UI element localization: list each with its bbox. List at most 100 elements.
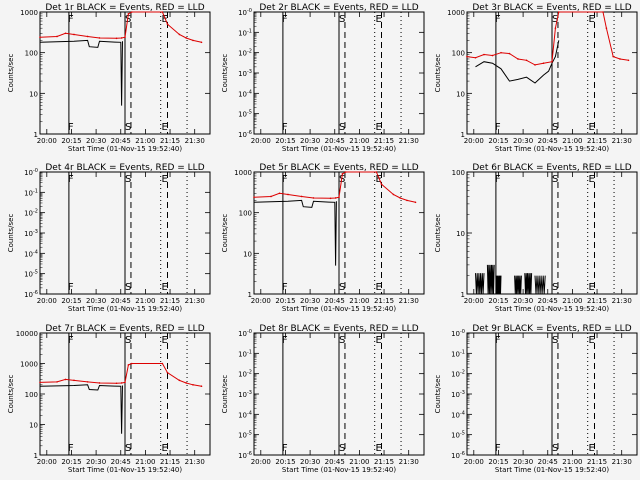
lld-point: [64, 378, 67, 381]
panel-det-6r: Det 6r BLACK = Events, RED = LLD 1 10 100 Co…: [434, 163, 638, 313]
x-tick-label: 21:15: [374, 458, 394, 466]
x-tick-label: 20:30: [86, 458, 106, 466]
y-tick-label: 10-0: [24, 168, 38, 177]
lld-point: [253, 196, 255, 199]
x-tick-label: 20:15: [275, 297, 295, 305]
y-tick-label: 1: [34, 452, 38, 460]
x-tick-label: 21:15: [587, 297, 607, 305]
marker-label-top: E: [589, 174, 595, 185]
events-burst: [475, 273, 485, 295]
marker-label-top: E: [376, 174, 382, 185]
marker-label-top: S: [552, 14, 558, 25]
lld-point: [120, 382, 123, 384]
x-tick-label: 20:00: [464, 137, 484, 145]
lld-point: [483, 53, 485, 56]
lld-point: [414, 201, 417, 204]
y-tick-label: 10-4: [24, 249, 38, 258]
marker-label-top: S: [339, 174, 345, 185]
x-tick-label: 21:30: [612, 458, 632, 466]
x-tick-label: 20:15: [275, 137, 295, 145]
marker-label-top: E: [589, 335, 595, 346]
marker-label-bottom: S: [339, 282, 345, 293]
events-series-line: [39, 39, 123, 106]
marker-label-top: F: [282, 14, 288, 25]
lld-point: [178, 379, 181, 382]
lld-point: [166, 23, 169, 26]
x-tick-label: 20:45: [538, 137, 558, 145]
lld-point: [115, 382, 118, 385]
y-tick-label: 100: [239, 210, 252, 218]
lld-point: [39, 36, 41, 39]
y-tick-label: 10-3: [24, 229, 38, 238]
lld-point: [500, 51, 502, 54]
x-axis-label: Start Time (01-Nov-15 19:52:40): [282, 305, 396, 313]
x-axis-label: Start Time (01-Nov-15 19:52:40): [68, 145, 182, 153]
lld-point: [124, 381, 126, 384]
x-tick-label: 20:45: [111, 297, 131, 305]
x-axis-label: Start Time (01-Nov-15 19:52:40): [495, 305, 609, 313]
marker-label-bottom: F: [282, 122, 288, 133]
lld-point: [627, 59, 630, 62]
x-tick-label: 20:00: [251, 137, 271, 145]
marker-label-bottom: S: [552, 443, 558, 454]
x-tick-label: 20:15: [488, 297, 508, 305]
y-tick-label: 10-6: [24, 290, 38, 299]
y-axis-label: Counts/sec: [7, 375, 15, 414]
marker-label-top: F: [282, 335, 288, 346]
marker-label-bottom: F: [282, 282, 288, 293]
marker-label-bottom: E: [376, 122, 382, 133]
marker-label-bottom: S: [552, 282, 558, 293]
marker-label-bottom: S: [339, 443, 345, 454]
marker-label-top: E: [376, 14, 382, 25]
y-tick-label: 10-5: [238, 110, 252, 119]
x-axis-label: Start Time (01-Nov-15 19:52:40): [495, 145, 609, 153]
lld-point: [120, 37, 123, 39]
panel-title: Det 2r BLACK = Events, RED = LLD: [259, 3, 418, 13]
y-tick-label: 10: [29, 90, 38, 98]
y-tick-label: 10-1: [451, 349, 465, 358]
events-series-line: [253, 199, 337, 266]
panel-title: Det 9r BLACK = Events, RED = LLD: [472, 324, 631, 334]
lld-point: [551, 60, 553, 63]
x-tick-label: 20:15: [61, 458, 81, 466]
panel-title: Det 8r BLACK = Events, RED = LLD: [259, 324, 418, 334]
lld-point: [161, 11, 164, 13]
marker-label-bottom: E: [376, 443, 382, 454]
marker-label-bottom: S: [552, 122, 558, 133]
lld-point: [312, 197, 315, 199]
x-tick-label: 20:45: [538, 297, 558, 305]
x-tick-label: 20:15: [488, 137, 508, 145]
marker-label-bottom: E: [162, 443, 168, 454]
lld-point: [345, 171, 347, 173]
x-tick-label: 20:45: [111, 137, 131, 145]
marker-label-top: E: [162, 14, 168, 25]
y-tick-label: 1: [461, 131, 465, 139]
x-tick-label: 21:30: [185, 137, 205, 145]
lld-point: [558, 11, 560, 13]
marker-label-top: E: [162, 335, 168, 346]
lld-point: [300, 195, 303, 198]
x-tick-label: 20:00: [464, 297, 484, 305]
marker-label-bottom: F: [68, 122, 74, 133]
marker-label-top: S: [125, 14, 131, 25]
x-tick-label: 20:00: [251, 458, 271, 466]
marker-label-bottom: E: [162, 282, 168, 293]
marker-label-bottom: S: [125, 282, 131, 293]
lld-point: [270, 195, 272, 198]
x-axis-label: Start Time (01-Nov-15 19:52:40): [68, 305, 182, 313]
events-burst: [534, 275, 546, 295]
lld-point: [334, 197, 337, 199]
x-tick-label: 20:30: [300, 458, 320, 466]
marker-label-top: F: [68, 335, 74, 346]
x-tick-label: 21:00: [135, 137, 155, 145]
marker-label-top: S: [339, 14, 345, 25]
y-tick-label: 1000: [20, 9, 38, 17]
x-axis-label: Start Time (01-Nov-15 19:52:40): [495, 466, 609, 474]
events-burst: [514, 275, 522, 295]
lld-point: [508, 52, 511, 55]
events-series-line: [39, 384, 123, 434]
y-tick-label: 10-2: [238, 370, 252, 379]
x-tick-label: 21:30: [612, 137, 632, 145]
y-tick-label: 10-5: [451, 431, 465, 440]
x-tick-label: 21:00: [562, 137, 582, 145]
